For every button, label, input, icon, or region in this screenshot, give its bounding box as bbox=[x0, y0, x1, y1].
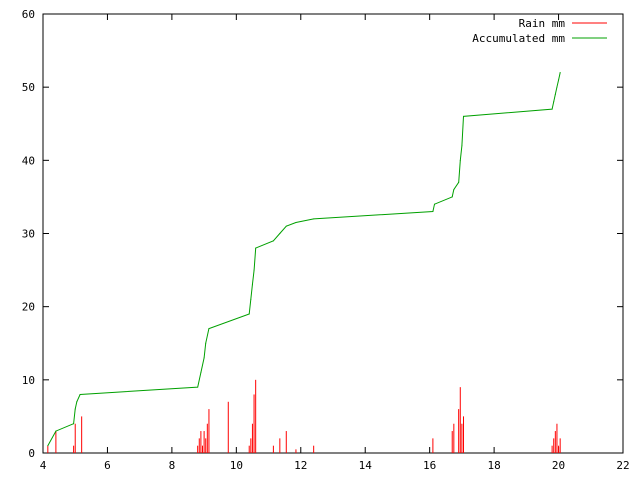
x-tick-label: 16 bbox=[423, 459, 436, 472]
accumulated-point bbox=[253, 269, 255, 271]
accumulated-point bbox=[554, 93, 556, 95]
accumulated-point bbox=[459, 159, 461, 161]
y-tick-label: 50 bbox=[22, 81, 35, 94]
y-tick-label: 60 bbox=[22, 8, 35, 21]
accumulated-point bbox=[197, 386, 199, 388]
y-tick-label: 10 bbox=[22, 374, 35, 387]
accumulated-point bbox=[295, 222, 297, 224]
x-tick-label: 8 bbox=[169, 459, 176, 472]
accumulated-point bbox=[463, 115, 464, 117]
accumulated-point bbox=[551, 108, 553, 110]
legend: Rain mm Accumulated mm bbox=[472, 17, 607, 45]
accumulated-point bbox=[461, 145, 463, 147]
y-tick-label: 30 bbox=[22, 228, 35, 241]
accumulated-point bbox=[434, 203, 435, 205]
x-tick-label: 18 bbox=[487, 459, 500, 472]
accumulated-point bbox=[453, 189, 455, 191]
y-tick-label: 20 bbox=[22, 301, 35, 314]
accumulated-point bbox=[250, 298, 252, 300]
accumulated-point bbox=[559, 72, 561, 74]
x-tick-label: 12 bbox=[294, 459, 307, 472]
accumulated-point bbox=[74, 408, 76, 410]
y-tick-label: 0 bbox=[28, 447, 35, 460]
accumulated-line-group bbox=[47, 72, 561, 447]
accumulated-point bbox=[47, 445, 49, 447]
accumulated-point bbox=[432, 211, 434, 213]
rain-impulses bbox=[47, 379, 561, 453]
accumulated-point bbox=[76, 401, 78, 403]
x-tick-label: 20 bbox=[552, 459, 565, 472]
accumulated-point bbox=[251, 284, 253, 286]
legend-label: Accumulated mm bbox=[472, 32, 565, 45]
accumulated-point bbox=[279, 233, 281, 234]
accumulated-point bbox=[203, 357, 205, 359]
accumulated-point bbox=[451, 196, 453, 198]
x-tick-label: 4 bbox=[40, 459, 47, 472]
accumulated-point bbox=[205, 342, 207, 344]
accumulated-point bbox=[553, 101, 555, 103]
accumulated-point bbox=[558, 79, 560, 81]
plot-border bbox=[42, 13, 624, 454]
legend-label: Rain mm bbox=[519, 17, 566, 30]
accumulated-point bbox=[248, 313, 250, 315]
accumulated-point bbox=[556, 86, 558, 88]
accumulated-point bbox=[285, 225, 287, 227]
y-tick-label: 40 bbox=[22, 154, 35, 167]
x-axis: 4 6 8 10 12 14 16 18 20 22 bbox=[40, 14, 630, 472]
accumulated-line bbox=[47, 72, 561, 446]
accumulated-point bbox=[313, 218, 315, 220]
y-axis: 0 10 20 30 40 50 60 bbox=[22, 8, 623, 460]
accumulated-point bbox=[458, 181, 460, 183]
accumulated-point bbox=[255, 247, 257, 249]
x-tick-label: 6 bbox=[104, 459, 111, 472]
accumulated-point bbox=[55, 430, 57, 432]
accumulated-point bbox=[73, 423, 75, 425]
accumulated-point bbox=[272, 240, 274, 242]
x-tick-label: 14 bbox=[359, 459, 373, 472]
accumulated-point bbox=[208, 328, 210, 330]
plot-frame bbox=[42, 13, 624, 454]
x-tick-label: 10 bbox=[230, 459, 243, 472]
accumulated-point bbox=[200, 372, 202, 374]
x-tick-label: 22 bbox=[616, 459, 629, 472]
accumulated-point bbox=[79, 393, 81, 395]
